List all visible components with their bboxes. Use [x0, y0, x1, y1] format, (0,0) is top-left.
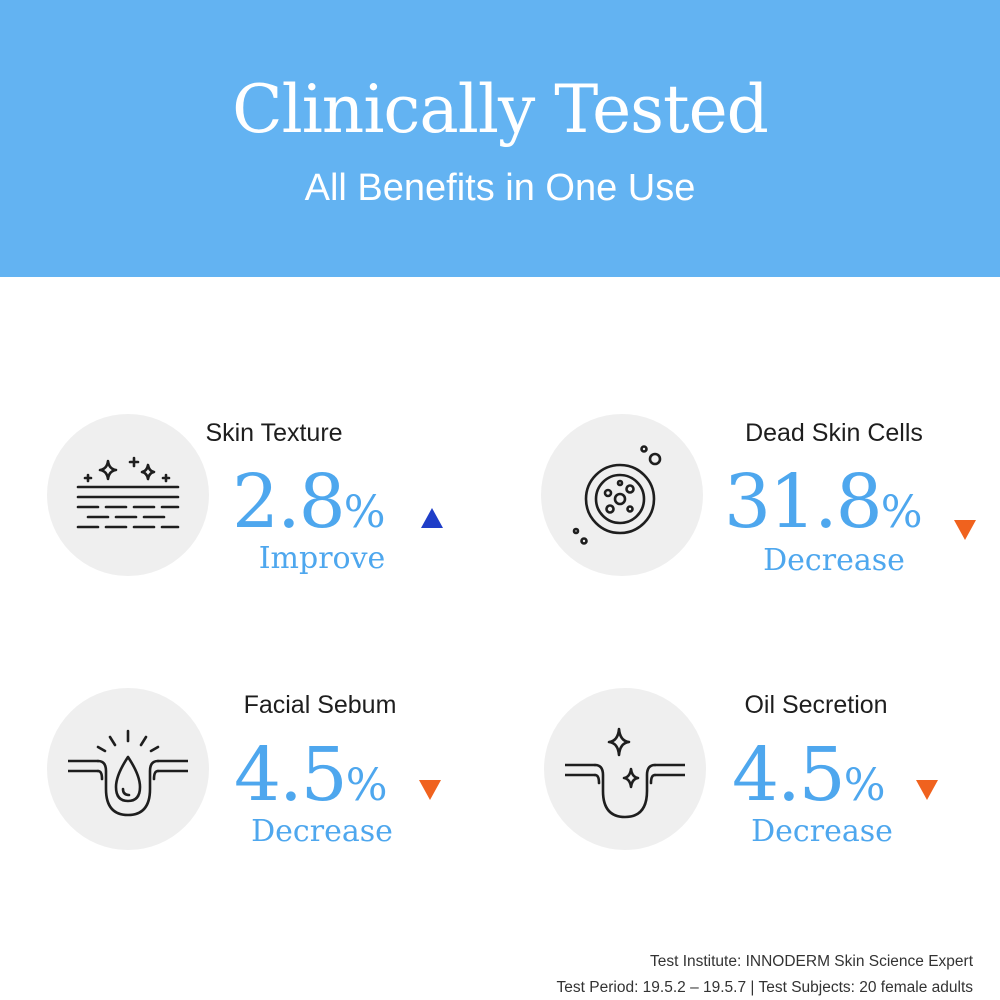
trend-up-icon [421, 508, 443, 528]
metric-oil-secretion: Oil Secretion 4.5% Decrease [544, 688, 1000, 858]
page-title: Clinically Tested [232, 71, 769, 148]
metric-unit: % [345, 760, 388, 811]
trend-down-icon [916, 780, 938, 800]
metric-label: Dead Skin Cells [745, 419, 923, 447]
metric-unit: % [880, 487, 923, 538]
metric-direction: Decrease [763, 543, 905, 578]
dead-skin-cells-icon [541, 414, 703, 576]
metric-value: 2.8% [232, 462, 386, 553]
oil-pore-sparkle-icon [544, 688, 706, 850]
metric-unit: % [843, 760, 886, 811]
metric-number: 2.8 [232, 459, 346, 545]
metric-value: 31.8% [724, 462, 923, 553]
metric-direction: Improve [258, 541, 386, 576]
header-banner: Clinically Tested All Benefits in One Us… [0, 0, 1000, 277]
metric-dead-skin-cells: Dead Skin Cells 31.8% Decrease [541, 414, 1000, 584]
metric-direction: Decrease [251, 814, 393, 849]
trend-down-icon [954, 520, 976, 540]
metric-facial-sebum: Facial Sebum 4.5% Decrease [47, 688, 507, 858]
metric-number: 4.5 [234, 732, 348, 818]
metric-direction: Decrease [751, 814, 893, 849]
metric-label: Oil Secretion [744, 691, 888, 719]
metric-unit: % [343, 487, 386, 538]
test-institute-note: Test Institute: INNODERM Skin Science Ex… [649, 953, 973, 970]
metric-label: Facial Sebum [243, 691, 397, 719]
sebum-droplet-pore-icon [47, 688, 209, 850]
metric-label: Skin Texture [205, 419, 343, 447]
trend-down-icon [419, 780, 441, 800]
metric-number: 4.5 [732, 732, 846, 818]
metric-skin-texture: Skin Texture 2.8% Improve [47, 414, 507, 584]
page-subtitle: All Benefits in One Use [304, 167, 696, 209]
skin-texture-sparkle-icon [47, 414, 209, 576]
test-period-note: Test Period: 19.5.2 – 19.5.7 | Test Subj… [556, 979, 973, 996]
metric-value: 4.5% [732, 735, 886, 826]
metric-value: 4.5% [234, 735, 388, 826]
metric-number: 31.8 [724, 459, 883, 545]
